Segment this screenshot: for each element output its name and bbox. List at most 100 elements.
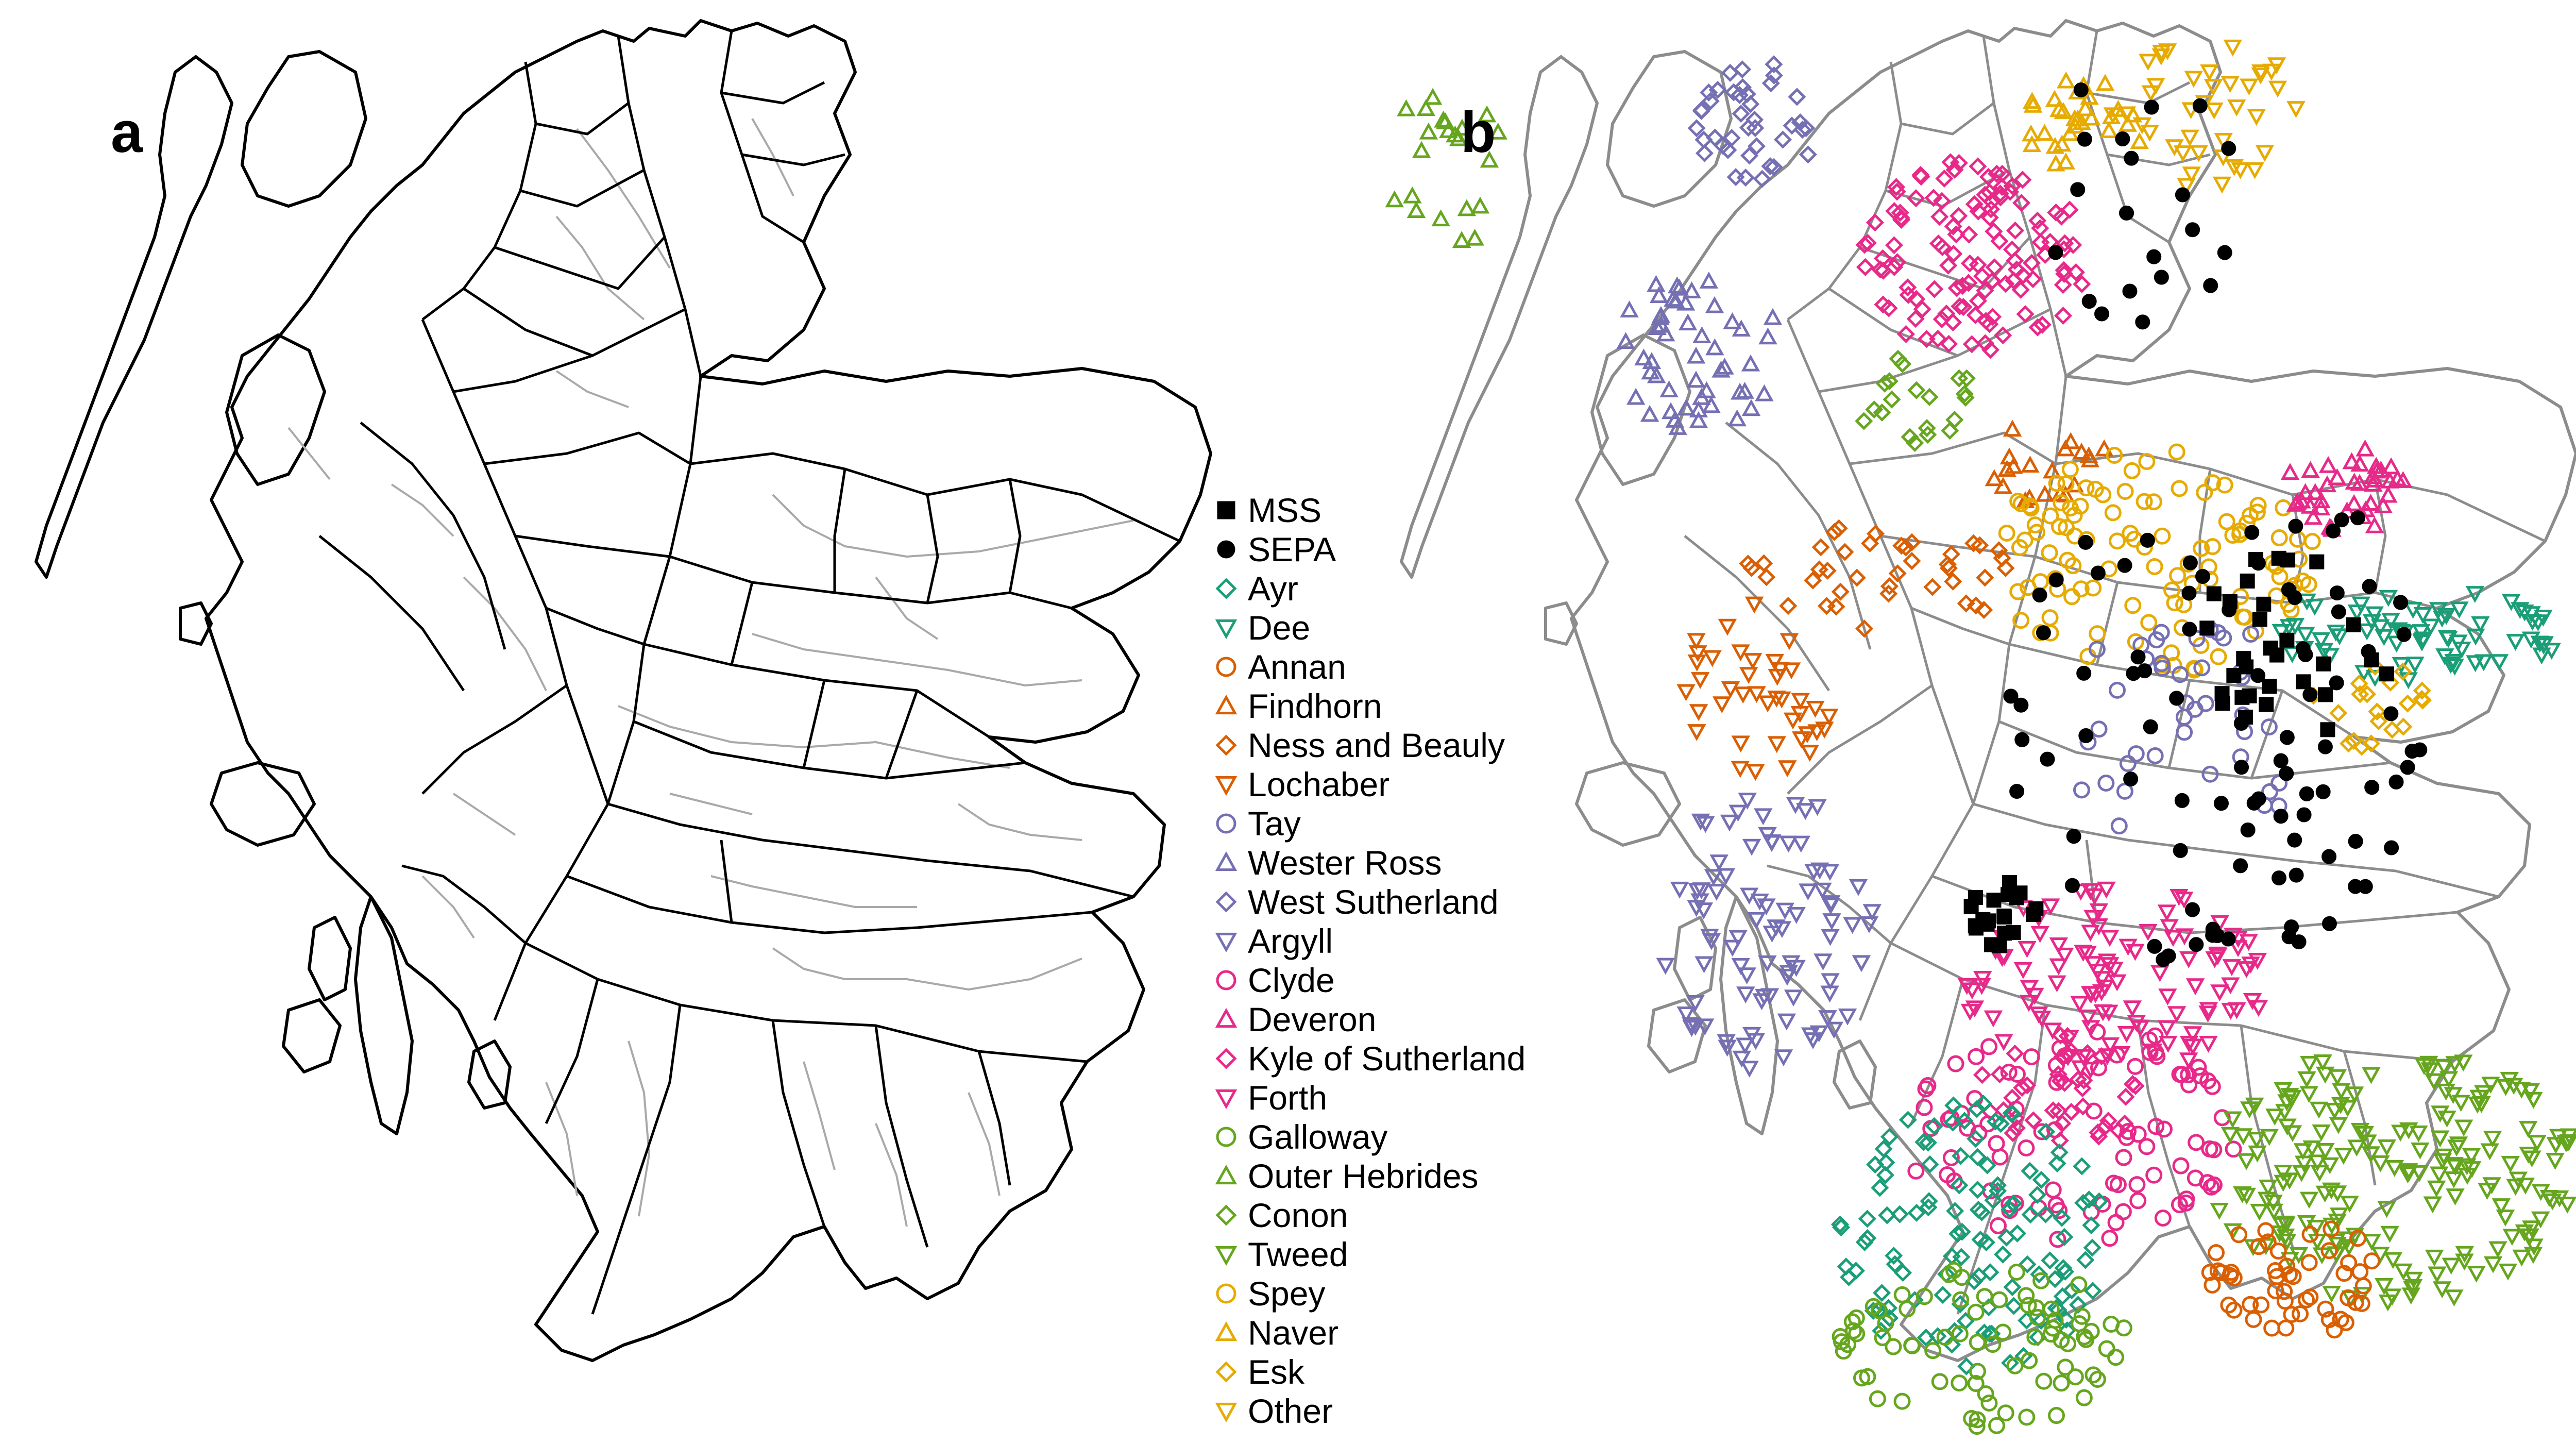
site-marker-dee — [2272, 624, 2291, 641]
site-marker-sepa — [2362, 579, 2377, 594]
site-marker-lochaber — [1783, 712, 1803, 730]
site-marker-ness-and-beauly — [1967, 596, 1985, 615]
site-marker-kyle-of-sutherland — [1855, 236, 1874, 254]
site-marker-west-sutherland — [1732, 105, 1750, 123]
site-marker-forth — [2157, 1020, 2177, 1037]
site-marker-deveron — [2317, 475, 2337, 493]
site-marker-ayr — [1871, 1179, 1889, 1197]
site-marker-tweed — [2474, 1085, 2493, 1102]
site-marker-wester-ross — [1758, 327, 1777, 345]
site-marker-tweed — [2394, 1263, 2413, 1281]
site-marker-kyle-of-sutherland — [2018, 1076, 2037, 1095]
site-marker-deveron — [2388, 469, 2407, 486]
site-marker-tweed — [2425, 1249, 2444, 1267]
site-marker-dee — [2441, 657, 2461, 674]
site-marker-west-sutherland — [1791, 113, 1809, 132]
site-marker-west-sutherland — [1761, 157, 1780, 176]
site-marker-tweed — [2520, 1229, 2539, 1246]
site-marker-ayr — [1928, 1327, 1947, 1346]
site-marker-tweed — [2328, 1185, 2347, 1203]
site-marker-lochaber — [1731, 644, 1750, 662]
site-marker-dee — [2437, 608, 2456, 625]
site-marker-spey — [2072, 497, 2089, 515]
site-marker-galloway — [1967, 1303, 1985, 1321]
site-marker-clyde — [1942, 1149, 1960, 1166]
site-marker-outer-hebrides — [1434, 110, 1453, 128]
site-marker-sepa — [2334, 512, 2349, 528]
site-marker-wester-ross — [1647, 275, 1666, 292]
site-marker-spey — [2248, 504, 2266, 521]
site-marker-kyle-of-sutherland — [1953, 277, 1972, 295]
site-marker-tweed — [2454, 1119, 2473, 1137]
site-marker-argyll — [1747, 912, 1766, 929]
site-marker-ayr — [1921, 1155, 1939, 1173]
site-marker-conon — [1950, 369, 1969, 388]
site-marker-galloway — [2018, 1408, 2036, 1426]
site-marker-kyle-of-sutherland — [1896, 325, 1916, 343]
site-marker-tweed — [2308, 1154, 2327, 1172]
site-marker-spey — [2089, 625, 2106, 643]
site-marker-argyll — [1737, 967, 1756, 985]
site-marker-forth — [2185, 978, 2205, 996]
site-marker-sepa — [2250, 668, 2266, 683]
site-marker-tweed — [2302, 1140, 2321, 1157]
site-marker-ayr — [1907, 1203, 1926, 1222]
legend-label-conon: Conon — [1248, 1196, 1348, 1234]
site-marker-ayr — [2021, 1205, 2040, 1224]
site-marker-naver — [2045, 137, 2065, 154]
site-marker-mss — [2316, 656, 2331, 672]
site-marker-tweed — [2445, 1056, 2464, 1073]
site-marker-clyde — [2138, 1138, 2156, 1155]
site-marker-deveron — [2312, 491, 2331, 509]
site-marker-galloway — [2029, 1308, 2046, 1326]
site-marker-spey — [2218, 513, 2235, 530]
site-marker-kyle-of-sutherland — [1990, 232, 2009, 250]
site-marker-mss — [2234, 690, 2250, 705]
site-marker-spey — [2057, 475, 2075, 493]
site-marker-forth — [2222, 959, 2242, 976]
site-marker-naver — [2052, 135, 2072, 152]
site-marker-lochaber — [1676, 684, 1696, 701]
site-marker-ayr — [2028, 1185, 2046, 1204]
site-marker-ayr — [2076, 1251, 2095, 1269]
site-marker-lochaber — [1731, 735, 1751, 753]
site-marker-sepa — [2384, 840, 2399, 855]
site-marker-tweed — [2250, 1203, 2269, 1221]
site-marker-other — [2231, 162, 2250, 179]
site-marker-forth — [2081, 1062, 2100, 1079]
site-marker-galloway — [2048, 1407, 2065, 1424]
legend-label-mss: MSS — [1248, 491, 1321, 529]
legend-symbol-spey — [1216, 1283, 1236, 1304]
site-marker-clyde — [2155, 1120, 2173, 1138]
site-marker-ayr — [1886, 1255, 1904, 1273]
site-marker-tay — [2119, 755, 2137, 773]
site-marker-wester-ross — [1702, 396, 1721, 413]
site-marker-spey — [2072, 580, 2090, 598]
site-marker-kyle-of-sutherland — [1969, 292, 1987, 310]
site-marker-annan — [2268, 1268, 2285, 1285]
site-marker-argyll — [1810, 862, 1829, 880]
site-marker-deveron — [2365, 516, 2384, 533]
site-marker-other — [2268, 80, 2287, 98]
site-marker-ayr — [1981, 1263, 1999, 1282]
site-marker-tweed — [2280, 1172, 2299, 1190]
site-marker-other — [2141, 85, 2161, 103]
site-marker-outer-hebrides — [1452, 231, 1471, 248]
site-marker-ayr — [1955, 1112, 1974, 1130]
site-marker-ayr — [1970, 1267, 1988, 1285]
site-marker-dee — [2311, 632, 2331, 649]
site-marker-annan — [2278, 1257, 2296, 1275]
site-marker-lochaber — [1806, 700, 1825, 718]
site-marker-ayr — [1914, 1133, 1933, 1151]
site-marker-lochaber — [1790, 706, 1810, 723]
site-marker-forth — [2199, 1036, 2218, 1053]
site-marker-annan — [2250, 1238, 2267, 1255]
site-marker-spey — [2204, 538, 2222, 556]
site-marker-sepa — [2273, 809, 2289, 824]
site-marker-annan — [2201, 1264, 2218, 1281]
site-marker-ayr — [2090, 1192, 2108, 1211]
site-marker-kyle-of-sutherland — [1907, 290, 1926, 308]
legend-label-naver: Naver — [1248, 1314, 1338, 1352]
legend-symbol-wester-ross — [1215, 851, 1238, 871]
site-marker-sepa — [2329, 585, 2345, 601]
